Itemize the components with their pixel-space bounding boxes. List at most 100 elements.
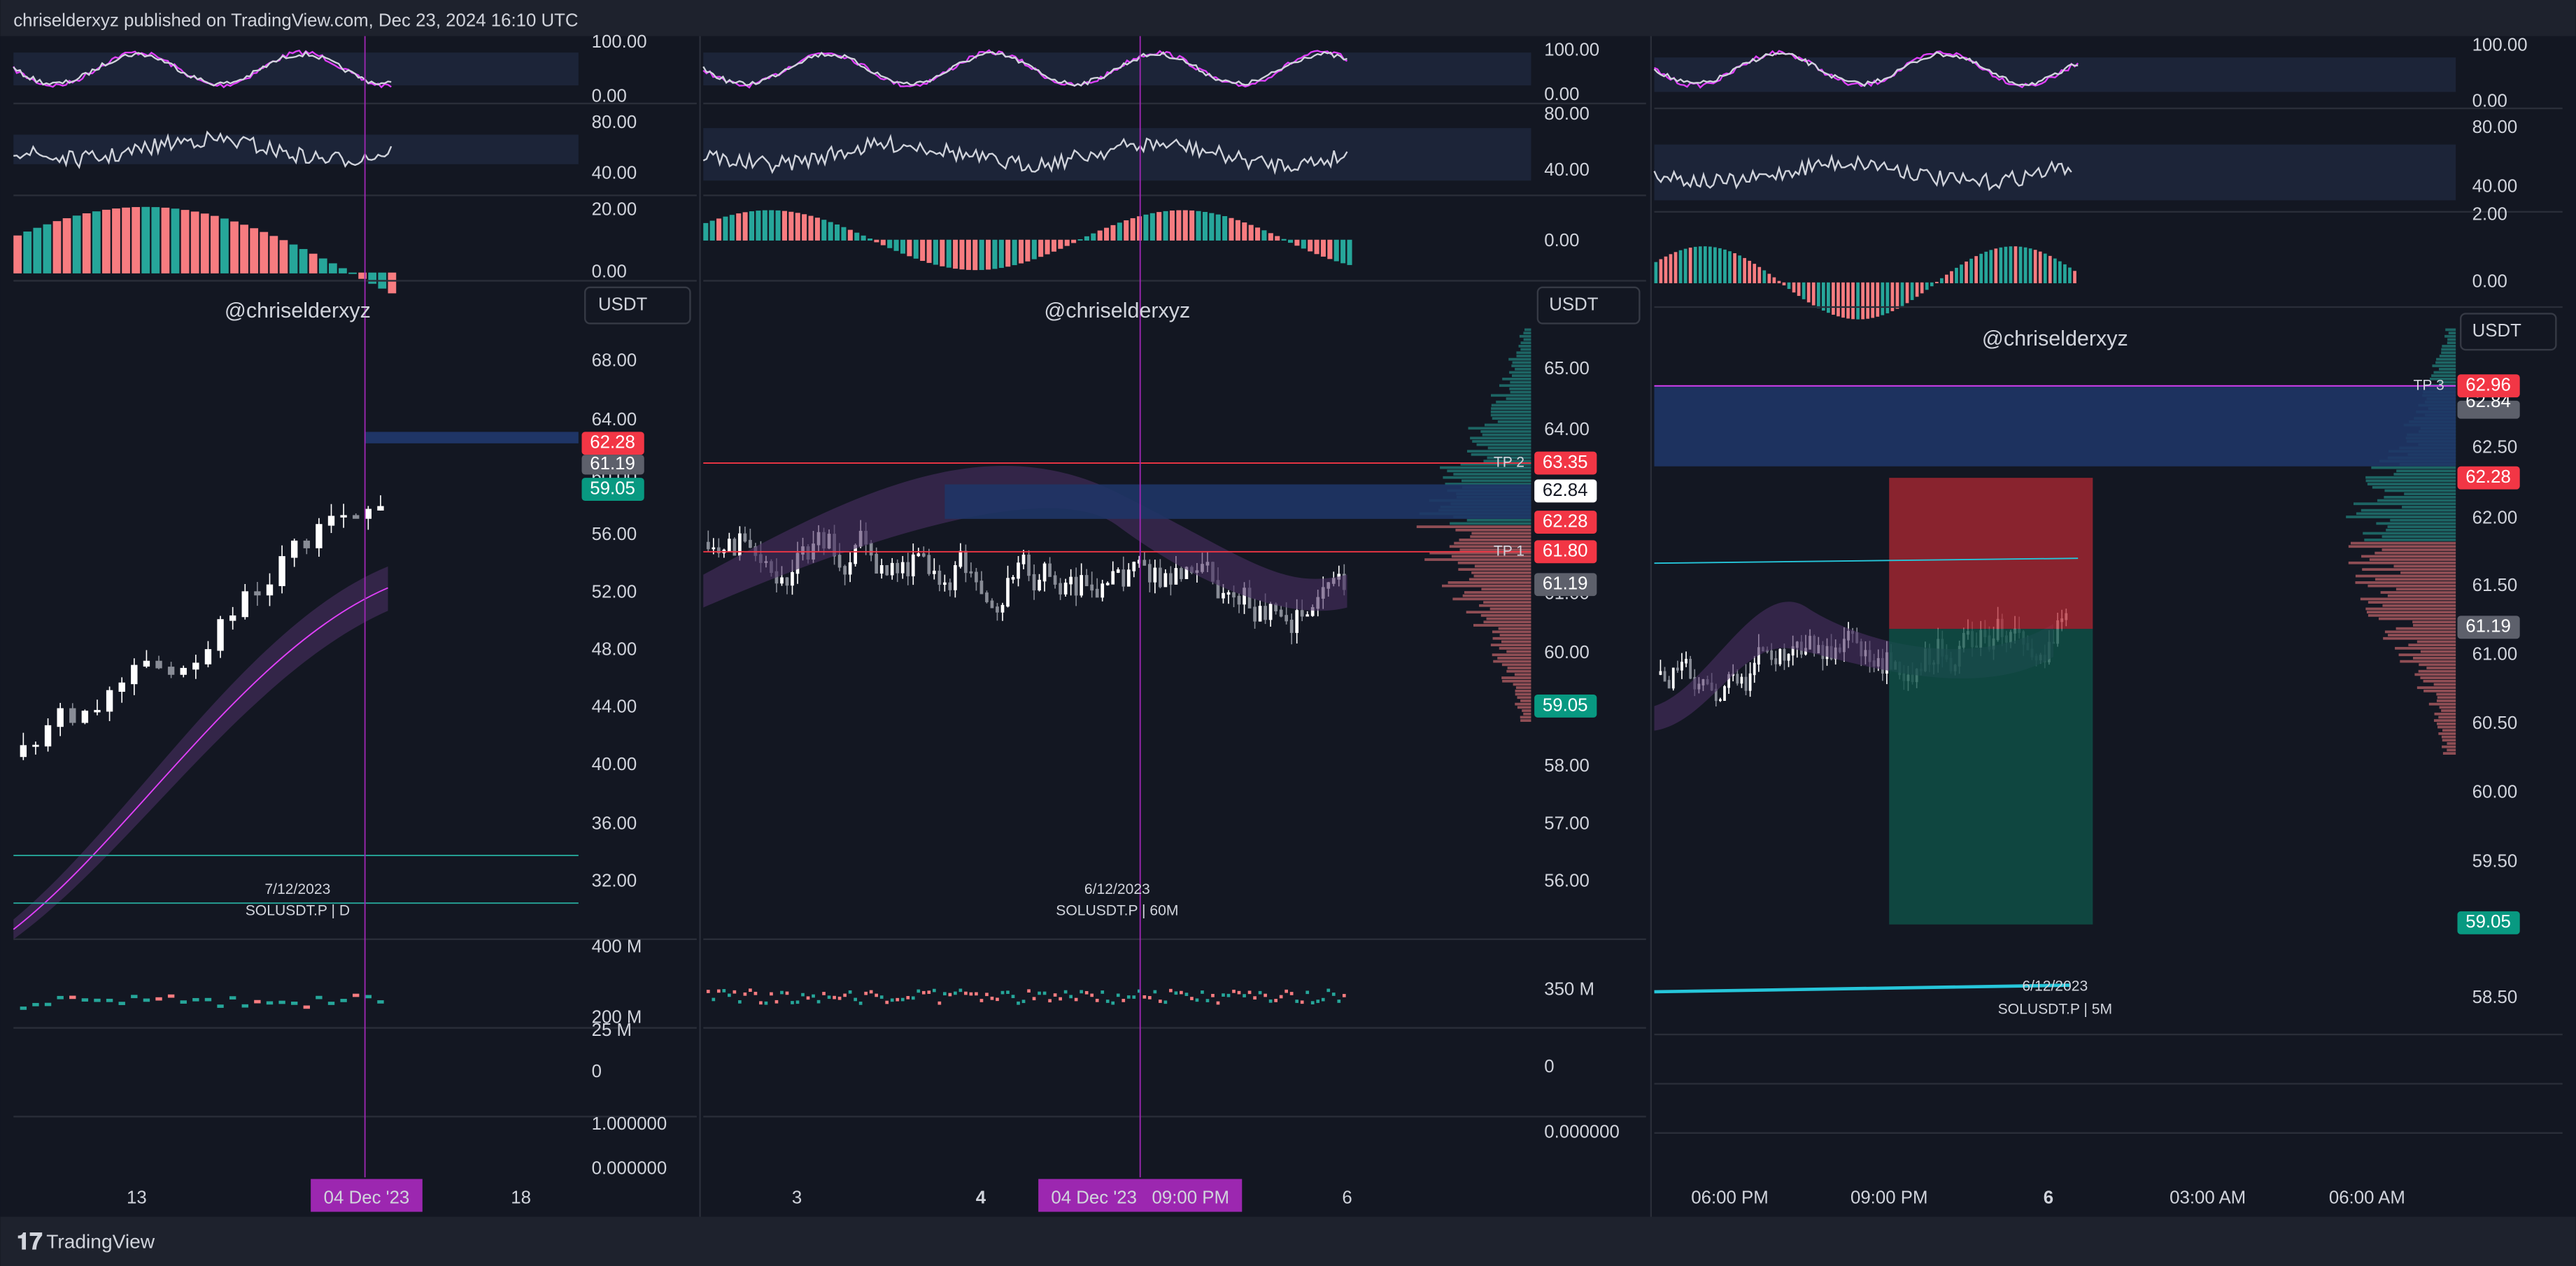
hist-bar [1895, 282, 1899, 309]
currency-button[interactable] [2460, 313, 2557, 351]
hist-bar [868, 238, 873, 241]
hist-bar [1797, 282, 1801, 297]
volume-bar [896, 997, 900, 1002]
candle-body [716, 547, 721, 553]
candle-body [906, 562, 910, 576]
hist-bar [1012, 239, 1017, 266]
header-text: chriselderxyz published on TradingView.c… [13, 10, 578, 30]
candle-body [837, 555, 842, 568]
hist-bar [1945, 274, 1948, 283]
volume-bar [879, 995, 884, 999]
hist-bar [1664, 256, 1668, 283]
axis-label: 0.000000 [592, 1158, 667, 1178]
currency[interactable]: USDT [2472, 321, 2521, 341]
hist-bar [358, 272, 367, 279]
volume-bar [57, 995, 64, 1000]
volume-bar [837, 996, 842, 1000]
candle-body [1659, 671, 1662, 675]
volume-profile [2346, 515, 2456, 518]
hist-bar [1117, 222, 1122, 241]
price-badge [2457, 374, 2520, 398]
volume-profile [1459, 548, 1531, 551]
volume-bar [722, 989, 726, 993]
price-badge [1534, 695, 1597, 718]
currency[interactable]: USDT [598, 294, 647, 314]
volume-profile [1512, 374, 1531, 378]
hist-bar [1018, 239, 1024, 264]
candle-body [791, 571, 794, 586]
price-badge [1534, 540, 1597, 564]
volume-profile [1473, 574, 1531, 578]
price-label: 56.00 [1544, 871, 1590, 890]
volume-bar [1048, 999, 1052, 1003]
volume-bar [1147, 996, 1152, 1000]
axis-label: 1.000000 [592, 1114, 667, 1134]
candle-body [143, 660, 150, 667]
hist-bar [1268, 233, 1273, 241]
volume-bar [1159, 1000, 1162, 1003]
candle-body [1237, 595, 1241, 605]
volume-profile [2387, 525, 2456, 528]
volume-bar [743, 992, 747, 996]
candle-body [44, 725, 52, 747]
volume-bar [1169, 988, 1173, 993]
price-label: 32.00 [592, 871, 637, 890]
hist-bar [1031, 239, 1037, 259]
hist-bar [1005, 239, 1011, 267]
volume-bar [932, 988, 936, 993]
volume-bar [921, 990, 926, 995]
hist-bar [132, 207, 141, 273]
volume-bar [911, 996, 915, 1000]
price-label: 48.00 [592, 639, 637, 659]
hist-bar [1097, 230, 1103, 241]
currency-button[interactable] [584, 286, 691, 325]
hist-bar [1708, 246, 1712, 283]
volume-profile [1523, 338, 1531, 341]
volume-profile [2400, 571, 2456, 574]
candle-body [1714, 688, 1718, 702]
hist-bar [1038, 239, 1044, 257]
currency-button[interactable] [1536, 286, 1641, 325]
volume-bar [827, 995, 831, 1000]
currency[interactable]: USDT [1549, 294, 1598, 314]
candle-body [278, 556, 285, 586]
time-label: 13 [127, 1188, 147, 1208]
hist-bar [729, 215, 735, 241]
candle-body [1101, 583, 1105, 598]
hist-bar [795, 213, 800, 241]
hist-bar [112, 208, 120, 273]
candle-body [1300, 610, 1304, 617]
volume-profile [1473, 624, 1531, 627]
candle-body [1274, 604, 1278, 611]
hist-bar [1979, 253, 1983, 283]
candle-body [1095, 588, 1099, 598]
volume-profile [2438, 716, 2456, 719]
volume-bar [1232, 989, 1236, 993]
hist-bar [781, 211, 787, 241]
hist-bar [1955, 267, 1958, 283]
volume-bar [759, 1001, 763, 1005]
hist-bar [1900, 282, 1904, 306]
level-line [1654, 557, 2079, 564]
candle-body [1169, 573, 1173, 585]
volume-profile [1449, 545, 1531, 548]
volume-bar [316, 995, 323, 1000]
hist-bar [1925, 282, 1929, 290]
hist-bar [1182, 210, 1188, 241]
axis-label: 0.00 [1544, 231, 1579, 250]
volume-profile [1416, 525, 1531, 528]
candle-body [706, 541, 710, 550]
hist-bar [880, 239, 886, 246]
volume-profile [1502, 377, 1531, 380]
hist-bar [250, 228, 259, 273]
axis-label: 0.00 [592, 262, 627, 282]
hist-bar [946, 239, 951, 268]
volume-bar [774, 1000, 779, 1004]
separators [13, 36, 2563, 1217]
volume-profile [2364, 539, 2456, 541]
hist-bar [141, 206, 150, 273]
volume-bar [1211, 993, 1215, 997]
hist-bar [1969, 258, 1973, 283]
candle-body [958, 550, 963, 567]
hist-bar [1733, 253, 1736, 283]
